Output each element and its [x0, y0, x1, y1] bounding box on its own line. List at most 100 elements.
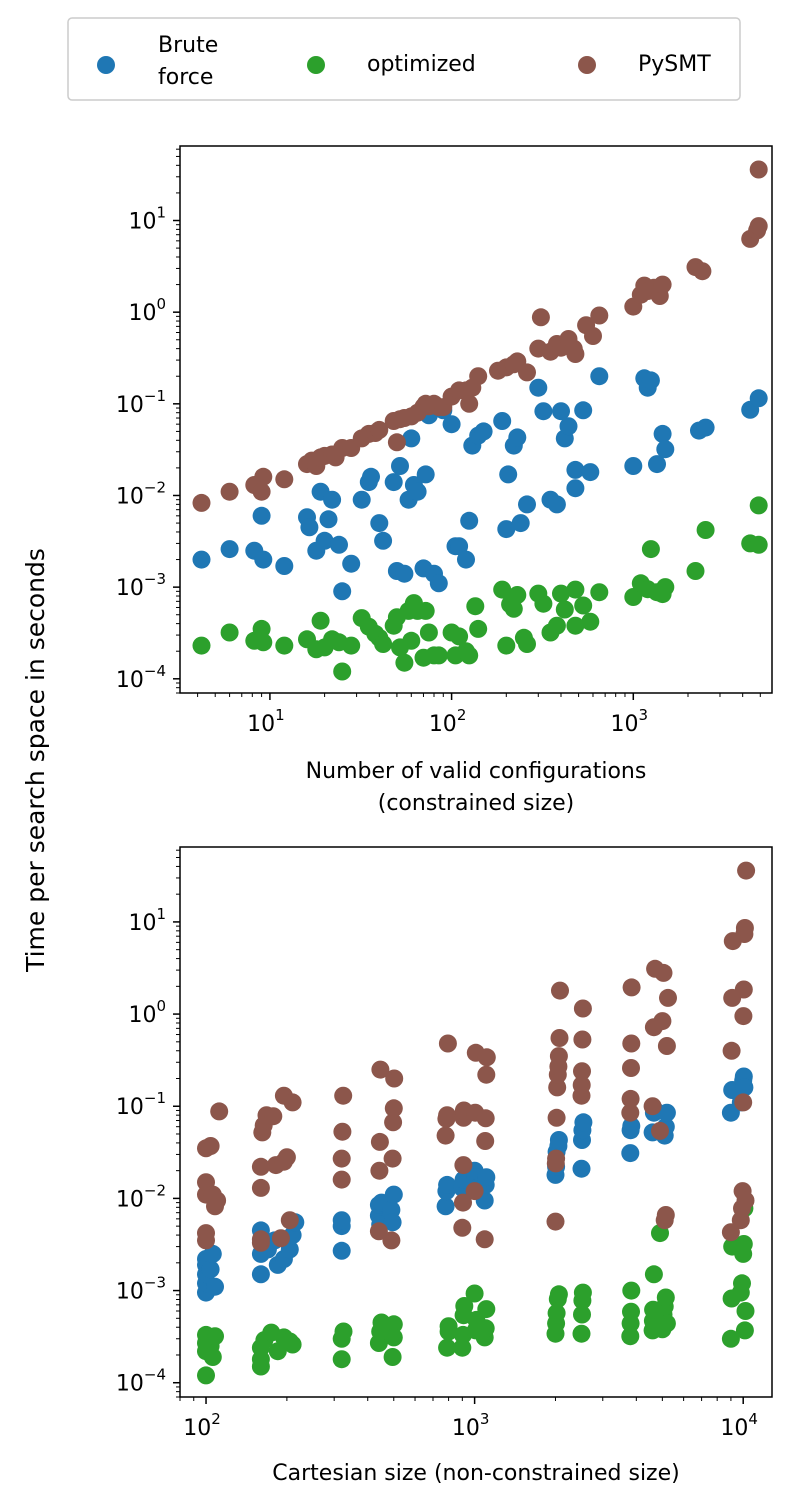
point-pysmt	[566, 345, 585, 363]
point-optimized	[419, 623, 438, 642]
point-brute-force	[735, 1078, 754, 1097]
point-brute-force	[362, 467, 380, 486]
bottom-chart-y-ticks: 10−4 10−3 10−2 10−1 100 101	[116, 849, 180, 1398]
point-pysmt	[550, 1029, 569, 1047]
point-pysmt	[460, 394, 479, 413]
point-pysmt	[264, 1107, 283, 1126]
point-pysmt	[621, 1089, 640, 1108]
point-optimized	[332, 1350, 351, 1369]
point-pysmt	[208, 1191, 227, 1210]
point-optimized	[581, 612, 600, 631]
bottom-chart-frame	[179, 846, 773, 1398]
point-pysmt	[549, 1047, 568, 1066]
point-pysmt	[383, 1149, 402, 1168]
point-brute-force	[749, 389, 768, 408]
point-optimized	[566, 580, 585, 599]
point-optimized	[735, 1321, 754, 1340]
point-optimized	[465, 1284, 484, 1303]
point-optimized	[641, 540, 660, 559]
point-pysmt	[436, 1126, 455, 1145]
legend: Brute force optimized PySMT	[67, 17, 741, 101]
point-brute-force	[332, 1241, 351, 1260]
point-optimized	[733, 1274, 751, 1293]
point-brute-force	[342, 554, 361, 573]
legend-marker-optimized	[307, 56, 325, 74]
point-optimized	[197, 1366, 215, 1385]
point-brute-force	[429, 574, 448, 593]
y-tick-label: 10−2	[116, 1181, 166, 1212]
point-brute-force	[251, 1265, 270, 1284]
point-pysmt	[693, 262, 712, 281]
point-pysmt	[210, 1102, 229, 1121]
point-pysmt	[387, 433, 406, 452]
point-brute-force	[323, 490, 342, 509]
point-pysmt	[370, 1161, 389, 1180]
point-brute-force	[201, 1260, 220, 1279]
point-pysmt	[749, 217, 768, 236]
point-brute-force	[319, 510, 338, 529]
point-pysmt	[454, 1193, 472, 1212]
x-tick-label: 102	[183, 1410, 221, 1441]
point-brute-force	[333, 582, 352, 601]
point-optimized	[429, 646, 448, 665]
bottom-chart: 102 103 104 10−4 10−3 10−2 10−1 100 101 Cartesi…	[116, 846, 773, 1486]
point-pysmt	[201, 1137, 220, 1155]
point-pysmt	[475, 1230, 494, 1249]
point-optimized	[504, 599, 523, 618]
point-optimized	[476, 1319, 495, 1338]
y-tick-label: 10−4	[116, 1366, 166, 1397]
point-brute-force	[315, 531, 334, 550]
point-optimized	[572, 1324, 591, 1343]
point-brute-force	[436, 1197, 455, 1216]
point-optimized	[534, 594, 553, 613]
point-brute-force	[416, 465, 435, 484]
point-pysmt	[333, 1122, 352, 1141]
top-chart-x-ticks: 101 102 103	[197, 693, 761, 737]
point-pysmt	[653, 1012, 672, 1031]
top-chart-frame	[179, 145, 773, 694]
point-brute-force	[574, 1113, 593, 1132]
point-optimized	[624, 588, 643, 606]
point-brute-force	[300, 518, 319, 537]
point-brute-force	[499, 465, 518, 484]
legend-marker-brute-force	[97, 56, 115, 74]
y-tick-label: 101	[128, 204, 166, 235]
y-tick-label: 100	[128, 295, 166, 326]
y-tick-label: 10−1	[116, 387, 166, 418]
top-chart-points	[192, 160, 768, 681]
point-optimized	[283, 1335, 302, 1354]
point-pysmt	[656, 1206, 675, 1224]
point-pysmt	[573, 1030, 592, 1049]
point-brute-force	[656, 440, 675, 459]
point-optimized	[573, 1305, 591, 1324]
point-pysmt	[654, 963, 673, 982]
bottom-chart-x-ticks: 102 103 104	[179, 1397, 758, 1441]
point-optimized	[383, 1348, 402, 1366]
point-brute-force	[559, 417, 578, 436]
point-brute-force	[566, 479, 585, 498]
top-chart: 101 102 103 10−4 10−3 10−2 10−1 100 101 Number …	[116, 145, 773, 816]
point-optimized	[203, 1348, 222, 1366]
point-pysmt	[280, 1211, 299, 1230]
point-pysmt	[621, 1103, 640, 1122]
point-optimized	[220, 623, 239, 642]
top-chart-xlabel-line1: Number of valid configurations	[306, 759, 647, 784]
point-pysmt	[551, 981, 569, 1000]
point-optimized	[477, 1300, 496, 1319]
y-tick-label: 10−2	[116, 478, 166, 509]
point-optimized	[644, 1265, 663, 1284]
point-optimized	[566, 616, 585, 635]
point-optimized	[438, 1338, 457, 1357]
legend-label-pysmt: PySMT	[638, 52, 711, 77]
point-brute-force	[657, 1103, 676, 1122]
point-optimized	[574, 596, 593, 615]
point-pysmt	[197, 1224, 215, 1243]
point-brute-force	[518, 495, 536, 514]
point-pysmt	[254, 467, 273, 486]
point-brute-force	[395, 564, 414, 583]
y-tick-label: 101	[128, 905, 166, 936]
point-pysmt	[382, 1231, 401, 1250]
point-brute-force	[384, 1185, 403, 1204]
